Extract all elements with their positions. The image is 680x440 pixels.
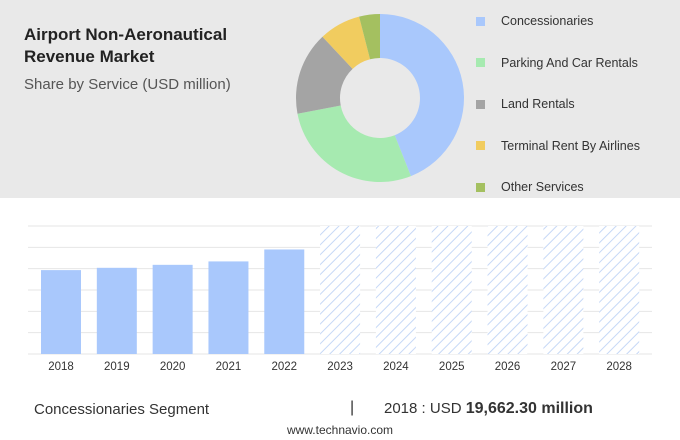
forecast-bar-2027 xyxy=(543,226,584,354)
legend-item-parking-and-car-rentals: Parking And Car Rentals xyxy=(476,54,638,72)
chart-subtitle: Share by Service (USD million) xyxy=(24,76,231,93)
legend-item-concessionaries: Concessionaries xyxy=(476,12,593,30)
donut-slice-concessionaries xyxy=(380,14,465,177)
segment-value-amount: 19,662.30 million xyxy=(465,400,593,417)
bar-2019 xyxy=(96,267,137,354)
segment-value-prefix: 2018 : USD xyxy=(384,400,466,417)
legend-label: Land Rentals xyxy=(501,97,575,111)
bar-2020 xyxy=(152,264,193,354)
donut-chart xyxy=(296,14,465,182)
bars xyxy=(41,226,640,354)
tick-label-2023: 2023 xyxy=(327,361,353,373)
tick-label-2018: 2018 xyxy=(48,361,74,373)
segment-value: 2018 : USD 19,662.30 million xyxy=(384,400,593,418)
legend-swatch xyxy=(476,99,485,109)
legend-label: Parking And Car Rentals xyxy=(501,55,638,70)
tick-label-2020: 2020 xyxy=(160,361,186,373)
forecast-bar-2028 xyxy=(599,226,640,354)
legend-item-other-services: Other Services xyxy=(476,178,584,196)
forecast-bar-2024 xyxy=(375,226,416,354)
x-axis-ticks: 2018 2019 2020 2021 2022 2023 2024 2025 2026 2027… xyxy=(48,361,632,373)
legend-swatch xyxy=(476,16,485,26)
forecast-bar-2023 xyxy=(320,226,361,354)
tick-label-2027: 2027 xyxy=(551,361,577,373)
donut-slice-land-rentals xyxy=(296,36,353,114)
bar-2021 xyxy=(208,261,249,354)
legend-item-land-rentals: Land Rentals xyxy=(476,95,575,113)
donut-slice-parking-and-car-rentals xyxy=(297,105,411,182)
forecast-bar-2025 xyxy=(431,226,472,354)
bar-chart: 2018 2019 2020 2021 2022 2023 2024 2025 2026 2027… xyxy=(28,225,652,373)
tick-label-2021: 2021 xyxy=(216,361,242,373)
legend-swatch xyxy=(476,182,485,192)
chart-title: Airport Non-Aeronautical Revenue Market xyxy=(24,25,228,66)
segment-label: Concessionaries Segment xyxy=(34,401,210,418)
legend-label: Terminal Rent By Airlines xyxy=(501,138,640,153)
legend-swatch xyxy=(476,141,485,150)
donut-slice-terminal-rent-by-airlines xyxy=(322,16,371,69)
bar-2022 xyxy=(264,249,305,354)
tick-label-2019: 2019 xyxy=(104,361,130,373)
tick-label-2024: 2024 xyxy=(383,361,409,373)
legend-label: Concessionaries xyxy=(501,14,594,28)
source-link[interactable]: www.technavio.com xyxy=(286,423,394,437)
forecast-bar-2026 xyxy=(487,226,528,354)
tick-label-2028: 2028 xyxy=(606,361,632,373)
legend-item-terminal-rent-by-airlines: Terminal Rent By Airlines xyxy=(476,137,640,155)
legend-label: Other Services xyxy=(501,180,584,194)
donut-slice-other-services xyxy=(359,14,380,60)
bar-2018 xyxy=(41,270,81,354)
tick-label-2022: 2022 xyxy=(271,361,297,373)
legend-swatch xyxy=(476,58,485,67)
tick-label-2026: 2026 xyxy=(495,361,521,373)
tick-label-2025: 2025 xyxy=(439,361,465,373)
footer-separator: | xyxy=(350,399,355,416)
